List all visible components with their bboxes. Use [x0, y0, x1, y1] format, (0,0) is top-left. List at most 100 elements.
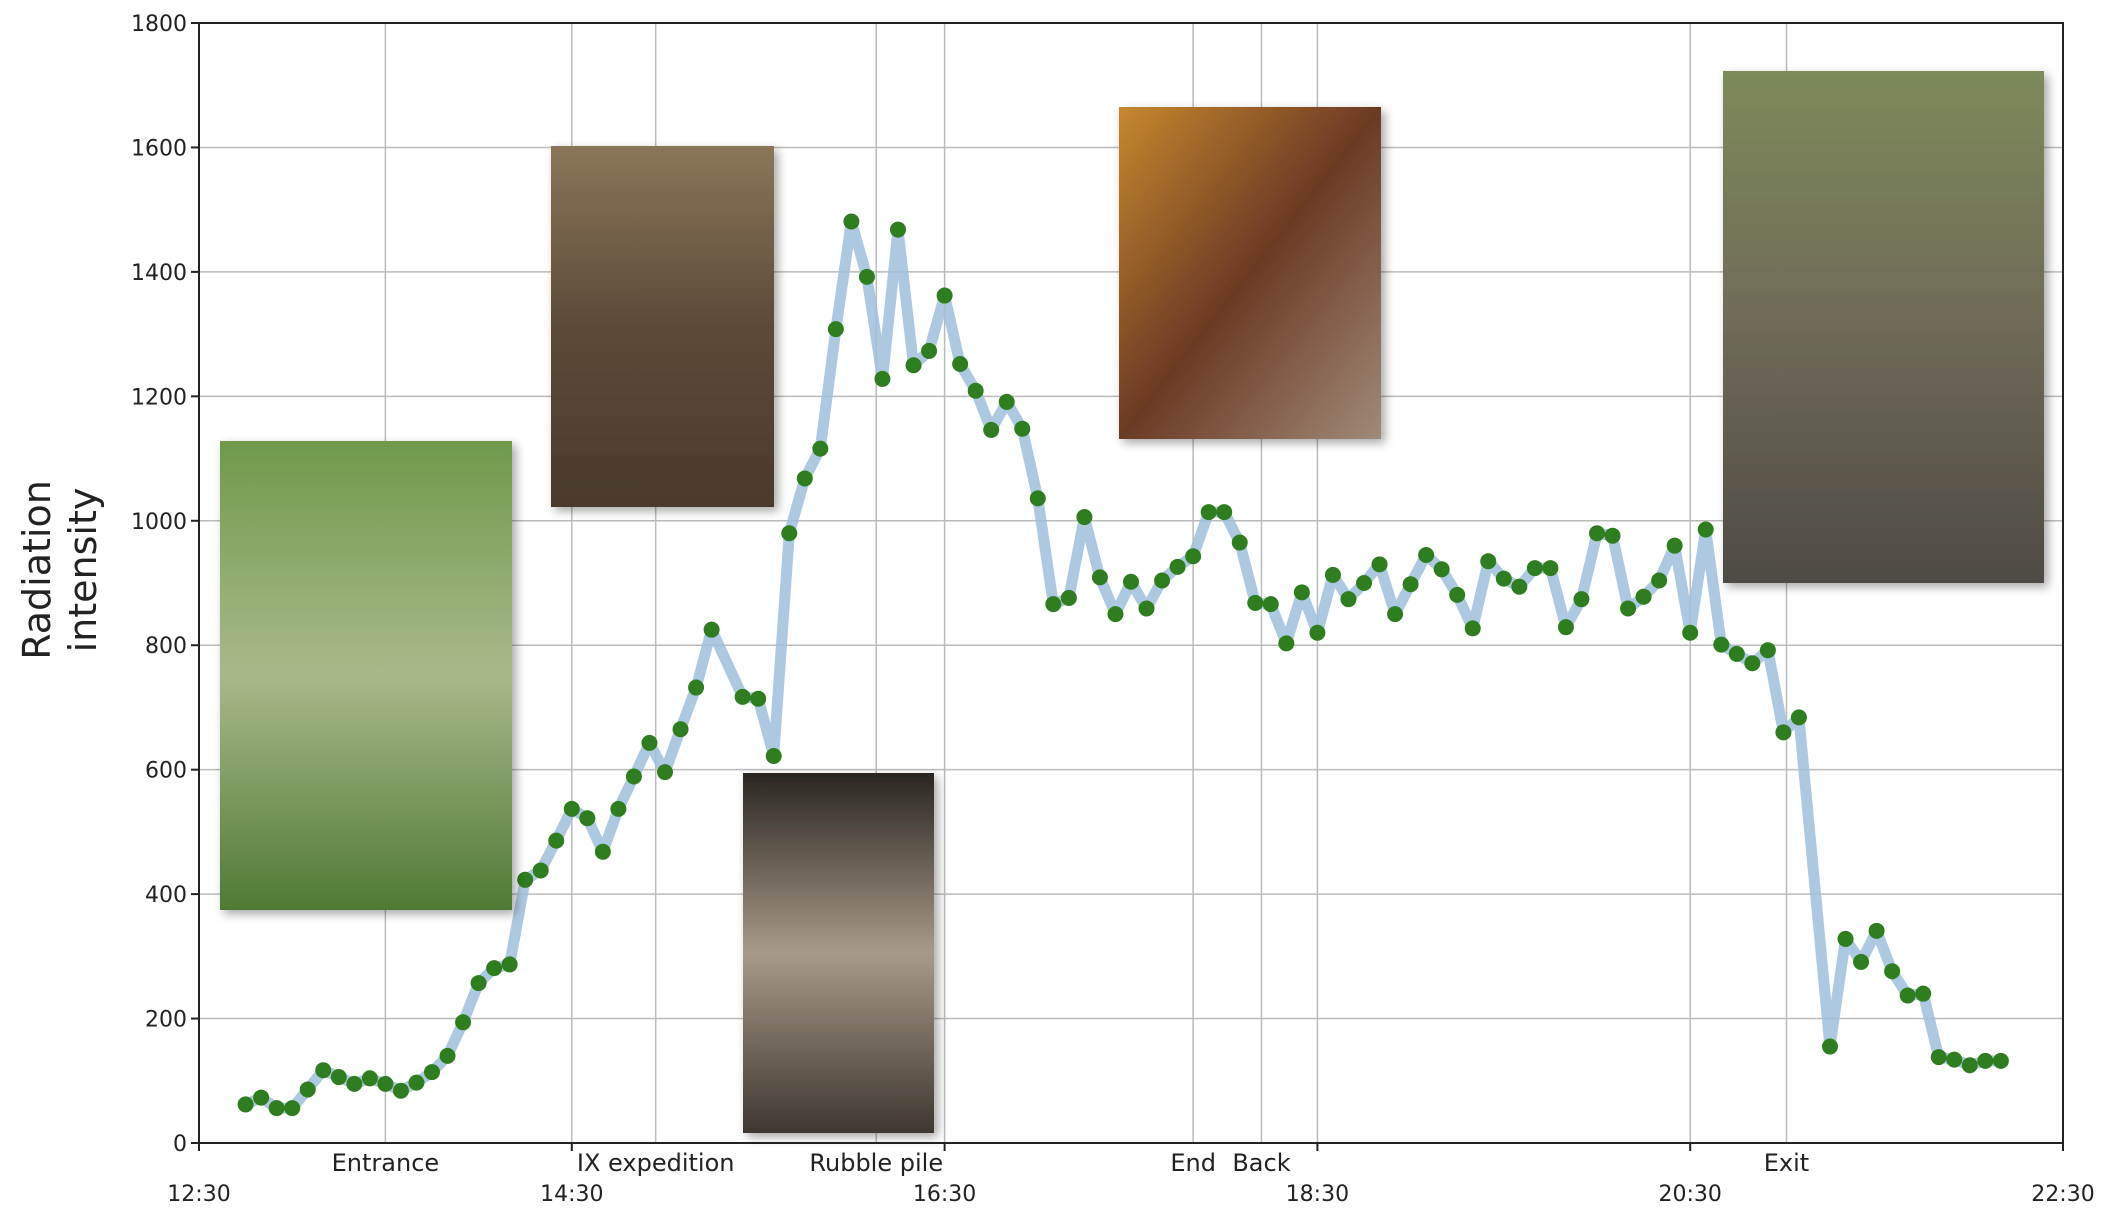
labels: Radiation intensity 0 200 400 600 800 1000 120… — [15, 12, 2095, 1207]
line-band — [243, 216, 2001, 1114]
y-tick-label: 600 — [145, 759, 187, 784]
series — [237, 213, 2009, 1117]
point — [1775, 724, 1792, 741]
point — [967, 382, 984, 399]
y-tick-label: 1600 — [131, 136, 187, 161]
point — [1604, 527, 1621, 544]
point — [1542, 560, 1559, 577]
photo-exit — [1723, 71, 2044, 583]
point — [1930, 1049, 1947, 1066]
annotation: Back — [1232, 1149, 1290, 1177]
point — [1029, 490, 1046, 507]
point — [1371, 556, 1388, 573]
point — [594, 843, 611, 860]
annotation: End — [1170, 1149, 1216, 1177]
point — [1853, 953, 1870, 970]
point — [1464, 620, 1481, 637]
point — [392, 1082, 409, 1099]
point — [1713, 636, 1730, 653]
y-tick-label: 1400 — [131, 261, 187, 286]
point — [501, 956, 518, 973]
point — [1247, 594, 1264, 611]
point — [1200, 504, 1217, 521]
point — [1682, 624, 1699, 641]
point — [1387, 606, 1404, 623]
photo-entrance — [220, 441, 512, 910]
annotation: Entrance — [332, 1149, 440, 1177]
point — [1138, 600, 1155, 617]
photos — [220, 71, 2044, 1133]
point — [1309, 624, 1326, 641]
point — [750, 690, 767, 707]
point — [1123, 573, 1139, 590]
point — [1977, 1052, 1994, 1069]
point — [1822, 1038, 1838, 1055]
point — [1278, 635, 1295, 652]
x-tick-label: 16:30 — [913, 1182, 976, 1207]
point — [843, 213, 860, 230]
photo-rubble — [743, 773, 934, 1133]
point — [486, 960, 503, 977]
point — [1620, 600, 1637, 617]
point — [1169, 558, 1186, 575]
point — [1759, 642, 1776, 659]
point — [610, 800, 627, 817]
point — [1014, 420, 1031, 437]
x-tick-label: 18:30 — [1286, 1182, 1349, 1207]
y-tick-label: 1000 — [131, 510, 187, 535]
point — [781, 525, 798, 542]
point — [1589, 525, 1605, 542]
point — [361, 1070, 378, 1087]
point — [796, 470, 813, 487]
point — [424, 1064, 440, 1081]
point — [284, 1100, 301, 1117]
point — [827, 321, 844, 338]
point — [1433, 561, 1450, 578]
point — [1992, 1052, 2009, 1069]
point — [952, 355, 969, 372]
point — [641, 734, 658, 751]
point — [1666, 537, 1683, 554]
point — [1651, 572, 1668, 589]
point — [1231, 534, 1248, 551]
point — [548, 832, 565, 849]
annotation: IX expedition — [577, 1149, 735, 1177]
point — [858, 268, 875, 285]
point — [1573, 591, 1590, 608]
point — [734, 688, 751, 705]
point — [703, 621, 720, 638]
point — [1946, 1051, 1963, 1068]
point — [579, 810, 596, 827]
point — [657, 764, 673, 781]
y-tick-label: 0 — [173, 1132, 187, 1157]
point — [268, 1100, 285, 1117]
point — [1045, 596, 1062, 613]
point — [1526, 560, 1543, 577]
point — [1899, 987, 1916, 1004]
y-tick-label: 1800 — [131, 12, 187, 37]
point — [672, 721, 689, 738]
x-tick-label: 12:30 — [167, 1182, 230, 1207]
point — [237, 1096, 254, 1113]
point — [1728, 645, 1745, 662]
annotation: Exit — [1764, 1149, 1809, 1177]
point — [765, 747, 782, 764]
point — [1961, 1057, 1978, 1074]
point — [439, 1047, 456, 1064]
point — [1744, 655, 1761, 672]
point — [1185, 548, 1202, 565]
photo-expedition — [551, 146, 774, 507]
point — [1262, 596, 1279, 613]
point — [983, 421, 1000, 438]
point — [812, 440, 829, 457]
point — [1790, 709, 1807, 726]
point — [377, 1075, 394, 1092]
point — [1107, 606, 1124, 623]
point — [1402, 576, 1419, 593]
point — [1418, 547, 1435, 563]
point — [998, 393, 1015, 410]
point — [1635, 588, 1652, 605]
y-tick-label: 1200 — [131, 385, 187, 410]
point — [1060, 589, 1077, 606]
